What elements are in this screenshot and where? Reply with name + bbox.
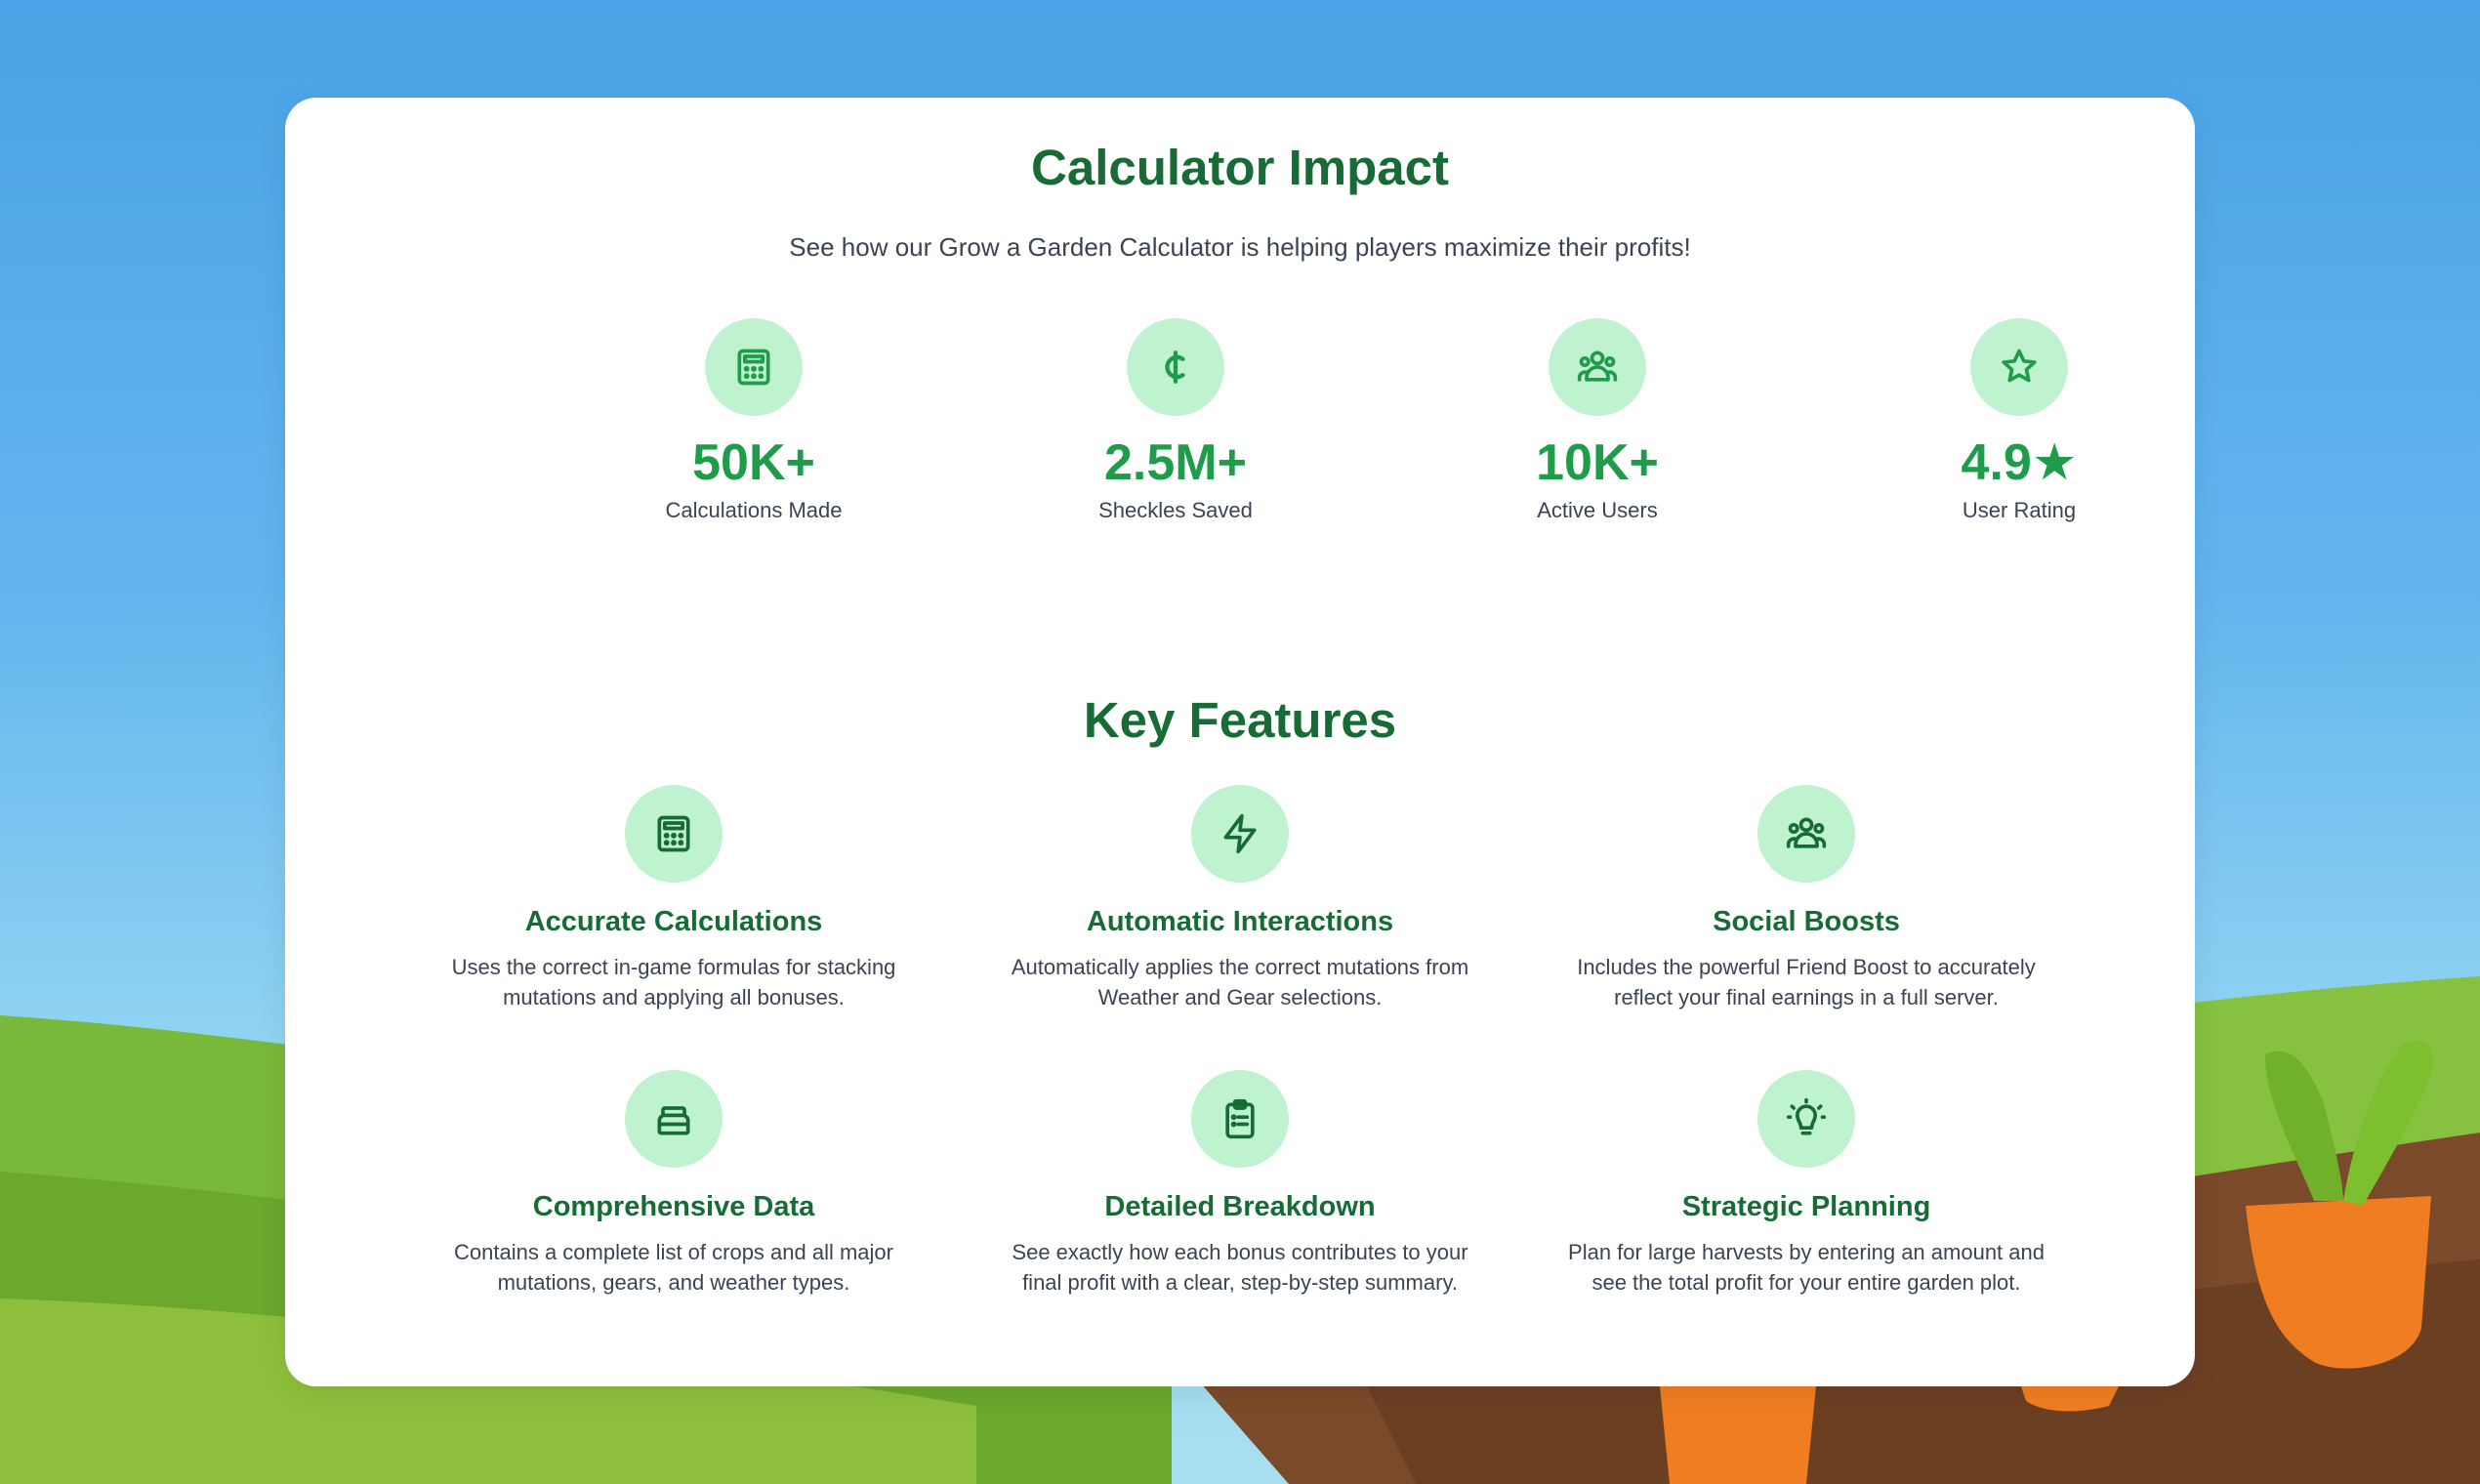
stat-label: Active Users (1537, 498, 1658, 522)
clipboard-icon (1191, 1070, 1289, 1168)
stat-label: Calculations Made (665, 498, 843, 522)
stat-sheckles: 2.5M+ Sheckles Saved (1029, 318, 1322, 523)
impact-subtitle: See how our Grow a Garden Calculator is … (789, 232, 1691, 262)
users-icon (1549, 318, 1646, 416)
stat-label: User Rating (1962, 498, 2077, 522)
stat-value: 2.5M+ (1104, 434, 1247, 491)
features-title: Key Features (1083, 692, 1397, 748)
stat-label: Sheckles Saved (1098, 498, 1253, 522)
archive-icon (625, 1070, 723, 1168)
feature-description: See exactly how each bonus contributes t… (1012, 1240, 1468, 1295)
stat-users: 10K+ Active Users (1451, 318, 1744, 523)
feature-title: Comprehensive Data (532, 1191, 815, 1222)
stat-rating: 4.9★ User Rating (1873, 318, 2166, 523)
calculator-icon (705, 318, 803, 416)
feature-comprehensive-data: Comprehensive Data Contains a complete l… (420, 1070, 928, 1298)
feature-strategic-planning: Strategic Planning Plan for large harves… (1552, 1070, 2060, 1298)
stat-calculations: 50K+ Calculations Made (607, 318, 900, 523)
feature-title: Automatic Interactions (1086, 906, 1394, 937)
cent-icon (1127, 318, 1224, 416)
feature-accurate-calculations: Accurate Calculations Uses the correct i… (420, 785, 928, 1012)
feature-detailed-breakdown: Detailed Breakdown See exactly how each … (986, 1070, 1494, 1298)
stat-value: 50K+ (692, 434, 815, 491)
feature-description: Automatically applies the correct mutati… (1011, 955, 1469, 1010)
feature-title: Detailed Breakdown (1104, 1191, 1376, 1222)
stat-value: 4.9★ (1961, 434, 2078, 491)
impact-title: Calculator Impact (1031, 140, 1449, 195)
lightbulb-icon (1757, 1070, 1855, 1168)
feature-description: Uses the correct in-game formulas for st… (451, 955, 896, 1010)
feature-automatic-interactions: Automatic Interactions Automatically app… (986, 785, 1494, 1012)
users-icon (1757, 785, 1855, 883)
stat-value: 10K+ (1536, 434, 1659, 491)
feature-description: Contains a complete list of crops and al… (454, 1240, 893, 1295)
feature-description: Plan for large harvests by entering an a… (1568, 1240, 2045, 1295)
feature-title: Accurate Calculations (524, 906, 823, 937)
lightning-icon (1191, 785, 1289, 883)
feature-title: Strategic Planning (1681, 1191, 1931, 1222)
impact-card: Calculator Impact See how our Grow a Gar… (285, 98, 2195, 1386)
feature-title: Social Boosts (1713, 906, 1900, 937)
feature-social-boosts: Social Boosts Includes the powerful Frie… (1552, 785, 2060, 1012)
stats-row: 50K+ Calculations Made 2.5M+ Sheckles Sa… (285, 318, 2195, 543)
star-icon (1970, 318, 2068, 416)
feature-description: Includes the powerful Friend Boost to ac… (1577, 955, 2036, 1010)
calculator-icon (625, 785, 723, 883)
